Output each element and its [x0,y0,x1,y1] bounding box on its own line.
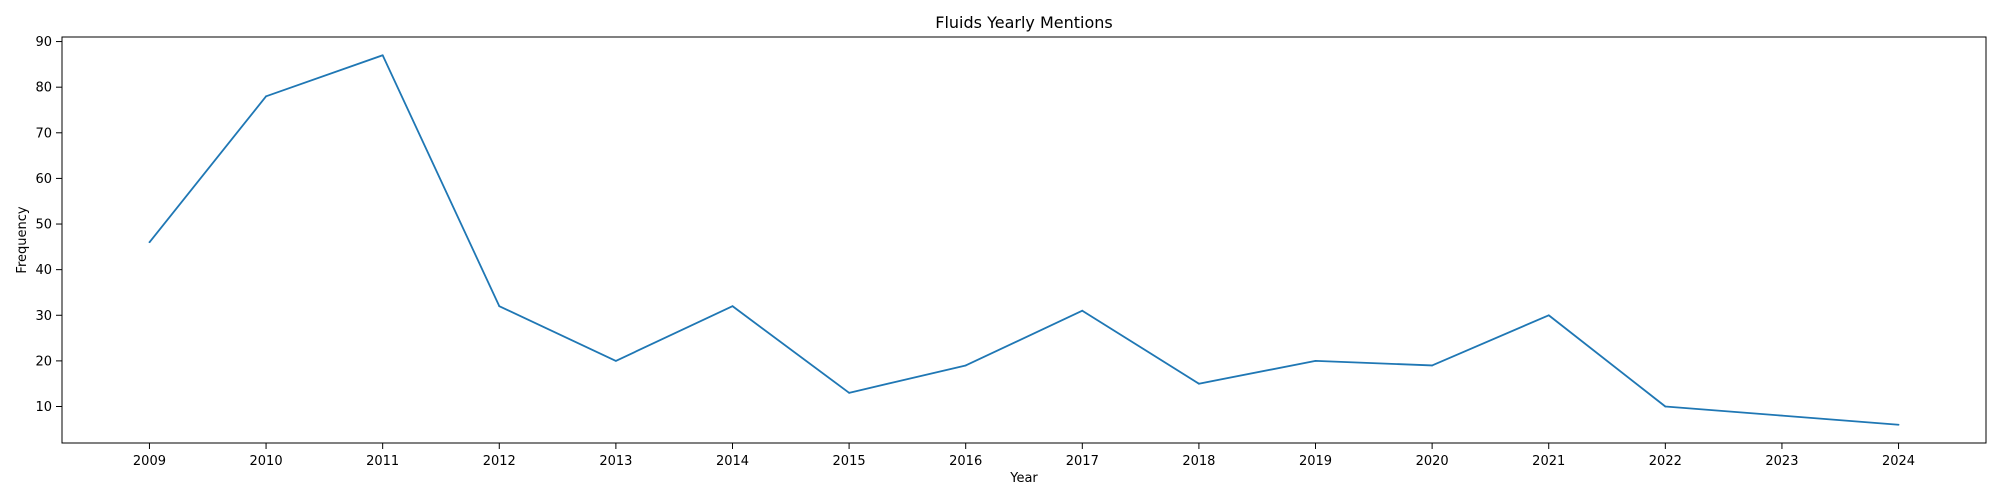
x-tick-label: 2021 [1532,454,1565,469]
x-tick-label: 2016 [949,454,982,469]
data-point [1897,423,1900,426]
y-tick-label: 20 [35,354,52,369]
y-tick-label: 70 [35,126,52,141]
y-tick-label: 80 [35,81,52,96]
x-tick-label: 2012 [483,454,516,469]
y-axis: 10 20 30 40 50 60 70 80 90 [35,35,62,415]
chart-title: Fluids Yearly Mentions [935,13,1112,32]
x-tick-label: 2013 [599,454,632,469]
x-tick-label: 2009 [133,454,166,469]
data-point [731,305,734,308]
data-point [148,241,151,244]
data-point [1431,364,1434,367]
y-tick-label: 10 [35,400,52,415]
series-line [148,54,1899,426]
data-point [1198,382,1200,385]
data-point [1664,405,1667,408]
x-tick-label: 2014 [716,454,749,469]
x-tick-label: 2015 [833,454,866,469]
data-point [381,54,384,57]
x-tick-label: 2020 [1416,454,1449,469]
data-point [964,364,967,367]
y-axis-label: Frequency [15,206,30,273]
data-point [265,95,267,98]
data-point [614,359,617,362]
x-tick-label: 2018 [1182,454,1215,469]
x-axis: 2009 2010 2011 2012 2013 2014 2015 2016 2017 2018… [133,443,1915,469]
plot-area-frame [61,36,1987,444]
x-axis-label: Year [1009,471,1038,486]
x-tick-label: 2024 [1882,454,1915,469]
data-point [848,391,850,394]
y-tick-label: 50 [35,218,52,233]
y-tick-label: 90 [35,35,52,50]
x-tick-label: 2023 [1765,454,1798,469]
x-tick-label: 2019 [1299,454,1332,469]
x-tick-label: 2017 [1066,454,1099,469]
x-tick-label: 2022 [1649,454,1682,469]
y-tick-label: 30 [35,309,52,324]
data-point [1314,359,1317,362]
series-layer [148,54,1900,426]
data-point [1547,314,1550,317]
y-tick-label: 40 [35,263,52,278]
data-point [498,305,501,308]
data-point [1081,309,1084,312]
y-tick-label: 60 [35,172,52,187]
x-tick-label: 2011 [366,454,399,469]
x-tick-label: 2010 [250,454,283,469]
data-point [1781,414,1783,417]
